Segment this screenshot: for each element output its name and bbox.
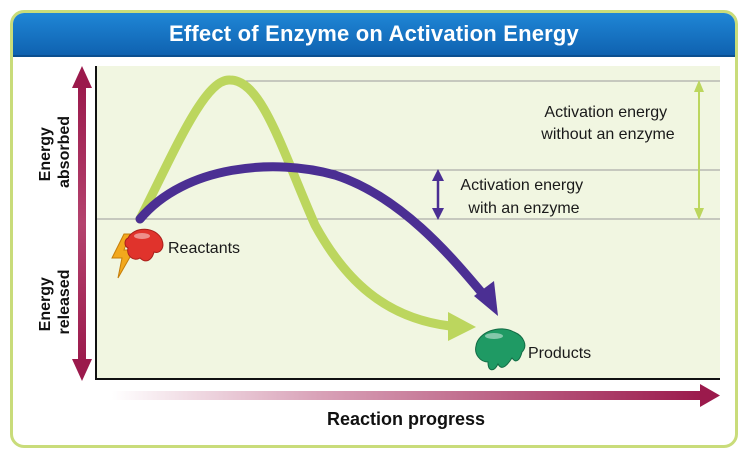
activation-energy-without-enzyme-arrow (694, 80, 704, 220)
activation-energy-with-enzyme-arrow (432, 169, 444, 220)
energy-axis-arrow (72, 66, 92, 381)
reaction-progress-arrow (112, 384, 720, 407)
enzyme-arrowhead (474, 281, 498, 316)
products-molecule-icon (475, 328, 526, 371)
reactants-molecule-icon (111, 228, 164, 279)
label-without-enzyme: Activation energy without an enzyme (540, 104, 675, 143)
title-bar: Effect of Enzyme on Activation Energy (13, 13, 735, 57)
no-enzyme-curve (135, 75, 455, 331)
enzyme-curve (135, 162, 487, 298)
reactants-label: Reactants (168, 240, 240, 257)
y-label-absorbed: Energy absorbed (37, 116, 73, 188)
x-axis-label: Reaction progress (327, 409, 485, 429)
diagram-title: Effect of Enzyme on Activation Energy (169, 21, 579, 46)
products-label: Products (528, 345, 591, 362)
y-label-released: Energy released (37, 270, 73, 335)
no-enzyme-arrowhead (448, 312, 476, 341)
label-with-enzyme: Activation energy with an enzyme (460, 177, 587, 217)
